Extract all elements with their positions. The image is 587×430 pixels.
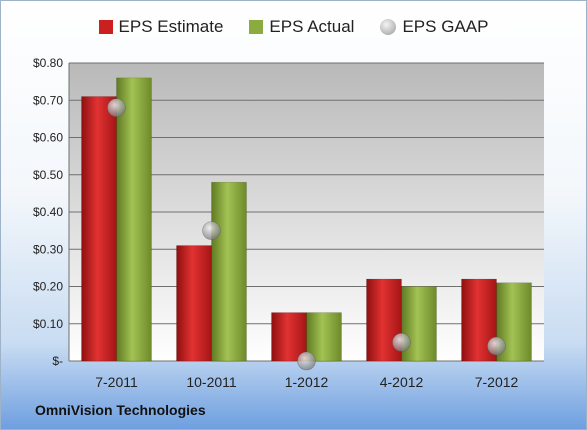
x-tick-label: 4-2012 (380, 374, 424, 390)
x-tick-label: 7-2011 (95, 374, 138, 390)
marker-eps-gaap (487, 336, 506, 356)
legend-item-eps-gaap: EPS GAAP (380, 17, 488, 37)
marker-eps-gaap (297, 351, 316, 371)
y-tick-label: $0.40 (33, 205, 63, 219)
x-tick-label: 10-2011 (186, 374, 237, 390)
bar-eps-actual (211, 181, 247, 362)
bar-eps-actual (116, 77, 152, 362)
legend-item-eps-estimate: EPS Estimate (98, 17, 224, 37)
x-tick-label: 7-2012 (475, 374, 519, 390)
y-tick-label: $- (52, 354, 63, 368)
y-tick-label: $0.60 (33, 131, 63, 145)
x-tick-label: 1-2012 (285, 374, 329, 390)
y-tick-label: $0.20 (33, 280, 63, 294)
y-tick-label: $0.10 (33, 317, 63, 331)
legend-swatch-eps-estimate (98, 20, 113, 34)
bar-eps-estimate (81, 96, 117, 362)
marker-eps-gaap (107, 98, 126, 117)
y-tick-label: $0.80 (33, 56, 63, 70)
legend-swatch-eps-actual (249, 20, 264, 34)
bar-eps-estimate (176, 245, 212, 362)
bar-eps-estimate (271, 312, 307, 362)
y-tick-label: $0.70 (33, 93, 63, 107)
legend-label-eps-gaap: EPS GAAP (402, 17, 489, 36)
marker-eps-gaap (202, 221, 221, 240)
legend-item-eps-actual: EPS Actual (249, 17, 354, 37)
y-tick-label: $0.30 (33, 242, 63, 256)
bar-eps-actual (306, 312, 342, 362)
marker-eps-gaap (392, 333, 411, 352)
y-tick-label: $0.50 (33, 168, 63, 182)
legend: EPS Estimate EPS Actual EPS GAAP (1, 17, 586, 37)
legend-swatch-eps-gaap (380, 19, 397, 35)
legend-label-eps-estimate: EPS Estimate (118, 17, 224, 36)
company-name: OmniVision Technologies (35, 402, 206, 418)
legend-label-eps-actual: EPS Actual (269, 17, 355, 36)
